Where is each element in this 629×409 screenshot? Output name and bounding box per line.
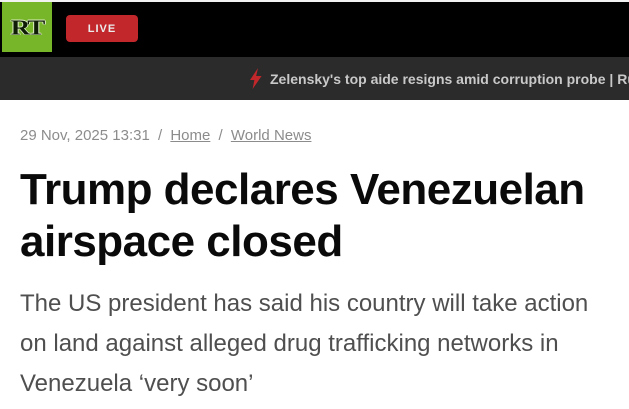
lightning-bolt-icon xyxy=(249,68,262,89)
top-edge-strip xyxy=(0,0,629,2)
rt-logo[interactable]: RT xyxy=(2,2,52,52)
article-standfirst: The US president has said his country wi… xyxy=(20,290,589,397)
breaking-news-ticker[interactable]: Zelensky's top aide resigns amid corrupt… xyxy=(0,57,629,100)
rt-logo-text: RT xyxy=(10,14,46,39)
top-navigation-bar: RT LIVE xyxy=(0,2,629,57)
article-date: 29 Nov, 2025 13:31 xyxy=(20,127,150,144)
breadcrumb-separator: / xyxy=(218,127,223,144)
article-content: 29 Nov, 2025 13:31 / Home / World News T… xyxy=(0,100,629,404)
breadcrumb-world-news-link[interactable]: World News xyxy=(230,127,312,144)
article-headline: Trump declares Venezuelan airspace close… xyxy=(20,165,585,266)
live-button[interactable]: LIVE xyxy=(66,15,138,42)
breadcrumb-home-link[interactable]: Home xyxy=(170,127,211,144)
breadcrumb-separator: / xyxy=(158,127,163,144)
ticker-headline[interactable]: Zelensky's top aide resigns amid corrupt… xyxy=(270,70,629,87)
breadcrumb: 29 Nov, 2025 13:31 / Home / World News xyxy=(20,126,629,145)
